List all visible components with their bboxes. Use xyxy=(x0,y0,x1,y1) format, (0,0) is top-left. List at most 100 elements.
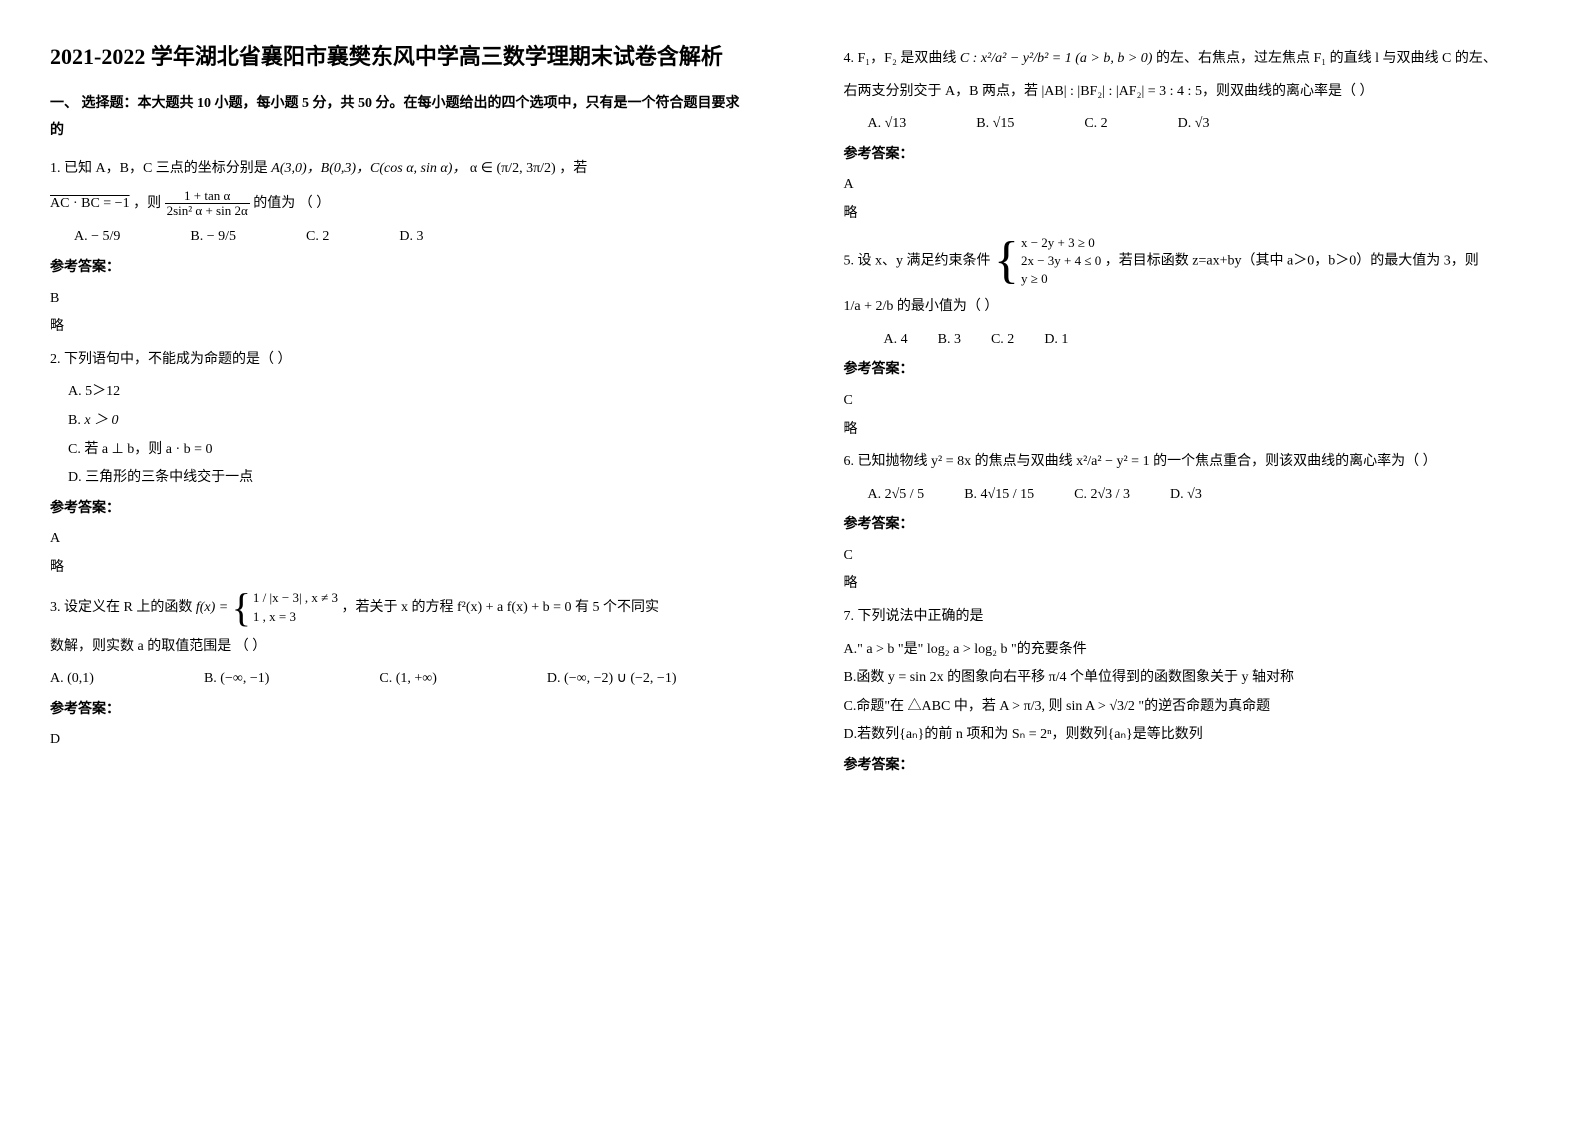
q3-piecewise: { 1 / |x − 3| , x ≠ 3 1 , x = 3 xyxy=(232,588,338,628)
q6-brief: 略 xyxy=(844,571,1538,598)
q4-lead3: 右两支分别交于 A，B 两点，若 |AB| : |BF₂| : |AF₂| = … xyxy=(844,79,1538,106)
q7-ans-label: 参考答案： xyxy=(844,753,1538,780)
exam-page: 2021-2022 学年湖北省襄阳市襄樊东风中学高三数学理期末试卷含解析 一、 … xyxy=(0,0,1587,1122)
left-column: 2021-2022 学年湖北省襄阳市襄樊东风中学高三数学理期末试卷含解析 一、 … xyxy=(0,0,794,1122)
q4-curve: C : x²/a² − y²/b² = 1 (a > b, b > 0) xyxy=(960,51,1153,66)
q1-ask: 的值为 （ ） xyxy=(253,196,330,211)
q5-options: A. 4 B. 3 C. 2 D. 1 xyxy=(884,327,1538,354)
question-4: 4. F₁，F₂ 是双曲线 C : x²/a² − y²/b² = 1 (a >… xyxy=(844,46,1538,73)
q6-ans-label: 参考答案： xyxy=(844,512,1538,539)
q3-case1: 1 / |x − 3| , x ≠ 3 xyxy=(253,590,338,605)
q6-options: A. 2√5 / 5 B. 4√15 / 15 C. 2√3 / 3 D. √3 xyxy=(868,482,1538,509)
q3-opt-c: C. (1, +∞) xyxy=(379,666,437,693)
q5-opt-c: C. 2 xyxy=(991,327,1014,354)
q2-opt-a: A. 5＞12 xyxy=(50,379,744,406)
q4-ans-label: 参考答案： xyxy=(844,142,1538,169)
q1-opt-a: A. − 5/9 xyxy=(74,224,120,251)
q1-fraction: 1 + tan α 2sin² α + sin 2α xyxy=(165,189,250,219)
q4-opt-a: A. √13 xyxy=(868,111,907,138)
q4-answer: A xyxy=(844,172,1538,199)
q5-expr: 1/a + 2/b xyxy=(844,299,894,314)
q3-opt-b: B. (−∞, −1) xyxy=(204,666,269,693)
q1-opt-d: D. 3 xyxy=(399,224,423,251)
q5-answer: C xyxy=(844,388,1538,415)
q1-lead: 1. 已知 A，B，C 三点的坐标分别是 xyxy=(50,161,271,176)
q2-b-math: x ＞ 0 xyxy=(84,413,118,428)
exam-title: 2021-2022 学年湖北省襄阳市襄樊东风中学高三数学理期末试卷含解析 xyxy=(50,40,744,73)
question-7: 7. 下列说法中正确的是 xyxy=(844,604,1538,631)
q4-opt-c: C. 2 xyxy=(1084,111,1107,138)
q2-answer: A xyxy=(50,526,744,553)
q4-lead2: 的左、右焦点，过左焦点 F₁ 的直线 l 与双曲线 C 的左、 xyxy=(1156,51,1497,66)
question-6: 6. 已知抛物线 y² = 8x 的焦点与双曲线 x²/a² − y² = 1 … xyxy=(844,449,1538,476)
q5-lead2: ，若目标函数 z=ax+by（其中 a＞0，b＞0）的最大值为 3，则 xyxy=(1105,253,1479,268)
q1-condition-line: AC · BC = −1 ，则 1 + tan α 2sin² α + sin … xyxy=(50,189,744,219)
q5-brief: 略 xyxy=(844,417,1538,444)
q3-cases: 1 / |x − 3| , x ≠ 3 1 , x = 3 xyxy=(253,589,338,625)
right-column: 4. F₁，F₂ 是双曲线 C : x²/a² − y²/b² = 1 (a >… xyxy=(794,0,1587,1122)
q3-lead1: 3. 设定义在 R 上的函数 xyxy=(50,600,196,615)
question-5: 5. 设 x、y 满足约束条件 { x − 2y + 3 ≥ 0 2x − 3y… xyxy=(844,234,1538,289)
q4-options: A. √13 B. √15 C. 2 D. √3 xyxy=(868,111,1538,138)
q4-opt-d: D. √3 xyxy=(1178,111,1210,138)
q6-opt-c: C. 2√3 / 3 xyxy=(1074,482,1130,509)
q6-opt-b: B. 4√15 / 15 xyxy=(964,482,1034,509)
q5-c1: x − 2y + 3 ≥ 0 xyxy=(1021,235,1095,250)
q2-opt-b: B. x ＞ 0 xyxy=(50,408,744,435)
q3-opt-a: A. (0,1) xyxy=(50,666,94,693)
q3-options: A. (0,1) B. (−∞, −1) C. (1, +∞) D. (−∞, … xyxy=(50,666,744,693)
q5-opt-a: A. 4 xyxy=(884,327,908,354)
question-1: 1. 已知 A，B，C 三点的坐标分别是 A(3,0)，B(0,3)，C(cos… xyxy=(50,156,744,183)
q1-frac-top: 1 + tan α xyxy=(165,189,250,204)
q3-opt-d: D. (−∞, −2) ∪ (−2, −1) xyxy=(547,666,677,693)
question-2: 2. 下列语句中，不能成为命题的是（ ） xyxy=(50,347,744,374)
q1-points: A(3,0)，B(0,3)，C(cos α, sin α)， xyxy=(271,161,466,176)
q1-tail: ，若 xyxy=(559,161,587,176)
section-1-heading: 一、 选择题：本大题共 10 小题，每小题 5 分，共 50 分。在每小题给出的… xyxy=(50,91,744,144)
q1-opt-c: C. 2 xyxy=(306,224,329,251)
q4-lead1: 4. F₁，F₂ 是双曲线 xyxy=(844,51,960,66)
q5-c2: 2x − 3y + 4 ≤ 0 xyxy=(1021,253,1101,268)
q5-opt-d: D. 1 xyxy=(1044,327,1068,354)
q1-brief: 略 xyxy=(50,314,744,341)
q5-lead1: 5. 设 x、y 满足约束条件 xyxy=(844,253,995,268)
q1-cond: AC · BC = −1 xyxy=(50,196,130,211)
q1-answer: B xyxy=(50,286,744,313)
q6-answer: C xyxy=(844,543,1538,570)
q7-opt-b: B.函数 y = sin 2x 的图象向右平移 π/4 个单位得到的函数图象关于… xyxy=(844,665,1538,692)
q2-ans-label: 参考答案： xyxy=(50,496,744,523)
q5-opt-b: B. 3 xyxy=(938,327,961,354)
q3-lead2: ，若关于 x 的方程 f²(x) + a f(x) + b = 0 有 5 个不… xyxy=(341,600,659,615)
q5-constraints: { x − 2y + 3 ≥ 0 2x − 3y + 4 ≤ 0 y ≥ 0 xyxy=(994,234,1101,289)
brace-icon: { xyxy=(232,588,251,628)
q2-brief: 略 xyxy=(50,555,744,582)
q1-opt-b: B. − 9/5 xyxy=(190,224,236,251)
q3-case2: 1 , x = 3 xyxy=(253,609,296,624)
q3-ans-label: 参考答案： xyxy=(50,697,744,724)
q3-answer: D xyxy=(50,727,744,754)
q4-brief: 略 xyxy=(844,201,1538,228)
q1-frac-bot: 2sin² α + sin 2α xyxy=(165,204,250,218)
q5-ans-label: 参考答案： xyxy=(844,357,1538,384)
q1-then: ，则 xyxy=(133,196,165,211)
question-3: 3. 设定义在 R 上的函数 f(x) = { 1 / |x − 3| , x … xyxy=(50,588,744,628)
q7-opt-a: A." a > b "是" log₂ a > log₂ b "的充要条件 xyxy=(844,637,1538,664)
q5-cons-body: x − 2y + 3 ≥ 0 2x − 3y + 4 ≤ 0 y ≥ 0 xyxy=(1021,234,1101,289)
q6-opt-d: D. √3 xyxy=(1170,482,1202,509)
q7-opt-d: D.若数列{aₙ}的前 n 项和为 Sₙ = 2ⁿ，则数列{aₙ}是等比数列 xyxy=(844,722,1538,749)
q5-ask: 的最小值为（ ） xyxy=(897,299,999,314)
brace-icon-2: { xyxy=(994,235,1019,287)
q1-options: A. − 5/9 B. − 9/5 C. 2 D. 3 xyxy=(74,224,744,251)
q1-range: α ∈ (π/2, 3π/2) xyxy=(470,161,556,176)
q1-ans-label: 参考答案： xyxy=(50,255,744,282)
q2-b-pre: B. xyxy=(68,413,84,428)
q7-opt-c: C.命题"在 △ABC 中，若 A > π/3, 则 sin A > √3/2 … xyxy=(844,694,1538,721)
q2-opt-c: C. 若 a ⊥ b，则 a · b = 0 xyxy=(50,437,744,464)
q2-opt-d: D. 三角形的三条中线交于一点 xyxy=(50,465,744,492)
q4-opt-b: B. √15 xyxy=(976,111,1014,138)
q5-c3: y ≥ 0 xyxy=(1021,271,1048,286)
q5-expr-line: 1/a + 2/b 的最小值为（ ） xyxy=(844,294,1538,321)
q3-fx: f(x) = xyxy=(196,600,228,615)
q6-opt-a: A. 2√5 / 5 xyxy=(868,482,925,509)
q3-lead3: 数解，则实数 a 的取值范围是 （ ） xyxy=(50,634,744,661)
